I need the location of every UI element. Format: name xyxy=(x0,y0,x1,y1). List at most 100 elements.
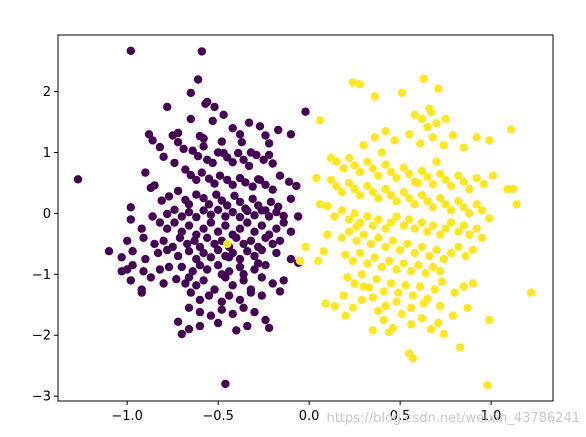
data-point xyxy=(73,175,83,184)
data-point xyxy=(186,114,195,124)
data-point xyxy=(410,200,419,209)
data-point xyxy=(117,253,126,262)
data-point xyxy=(350,184,359,194)
data-point xyxy=(184,273,194,282)
data-point xyxy=(345,227,354,236)
data-point xyxy=(439,141,448,150)
data-point xyxy=(177,212,186,221)
data-point xyxy=(441,224,450,233)
data-point xyxy=(446,181,456,191)
data-point xyxy=(175,233,185,242)
data-point xyxy=(155,218,165,227)
data-point xyxy=(243,218,252,227)
data-point xyxy=(408,354,418,363)
data-point xyxy=(374,194,383,203)
data-point xyxy=(179,144,188,154)
data-point xyxy=(399,187,408,197)
x-tick-label: −0.5 xyxy=(202,409,234,424)
data-point xyxy=(359,141,368,150)
data-point xyxy=(405,215,414,224)
data-point xyxy=(337,187,347,197)
data-point xyxy=(248,182,257,191)
data-point xyxy=(381,160,390,169)
data-point xyxy=(370,253,379,262)
x-tick-label: 0.0 xyxy=(299,409,320,424)
data-point xyxy=(321,299,330,308)
data-point xyxy=(301,107,310,116)
data-point xyxy=(155,265,165,274)
data-point xyxy=(392,297,401,306)
data-point xyxy=(213,227,223,236)
data-point xyxy=(454,197,463,206)
data-point xyxy=(148,136,157,145)
data-point xyxy=(264,150,274,160)
data-point xyxy=(436,301,445,311)
data-point xyxy=(177,329,186,339)
data-point xyxy=(434,84,443,93)
data-point xyxy=(363,259,372,268)
data-point xyxy=(341,250,350,259)
series-0 xyxy=(73,46,310,389)
data-point xyxy=(386,279,396,288)
data-point xyxy=(348,256,357,266)
data-point xyxy=(186,170,195,180)
data-point xyxy=(217,270,226,279)
data-point xyxy=(323,230,332,239)
data-point xyxy=(243,321,252,331)
data-point xyxy=(403,239,412,249)
data-point xyxy=(405,130,414,139)
data-point xyxy=(210,179,219,188)
data-point xyxy=(381,301,390,311)
data-point xyxy=(252,150,261,160)
data-point xyxy=(232,326,241,335)
data-point xyxy=(199,206,208,215)
data-point xyxy=(275,287,285,296)
data-point xyxy=(279,218,288,227)
data-point xyxy=(235,197,245,207)
data-point xyxy=(355,167,365,177)
data-point xyxy=(286,227,296,236)
data-point xyxy=(352,222,361,231)
data-point xyxy=(441,200,450,209)
data-point xyxy=(128,261,137,270)
data-point xyxy=(261,233,270,242)
data-point xyxy=(430,285,439,294)
data-point xyxy=(359,282,368,291)
data-point xyxy=(264,139,274,148)
data-point xyxy=(465,184,474,194)
data-point xyxy=(379,287,388,296)
data-point xyxy=(250,211,259,220)
data-point xyxy=(337,233,347,242)
data-point xyxy=(446,248,456,258)
data-point xyxy=(228,124,237,133)
data-point xyxy=(264,212,274,221)
x-tick-label: 1.0 xyxy=(481,409,502,424)
data-point xyxy=(284,177,294,186)
data-point xyxy=(485,315,494,325)
data-point xyxy=(163,209,172,219)
data-point xyxy=(345,178,354,188)
watermark-text: https://blog.csdn.net/weixin_43786241 xyxy=(326,411,580,426)
data-point xyxy=(153,248,163,258)
data-point xyxy=(184,247,194,256)
data-point xyxy=(381,224,390,233)
data-point xyxy=(432,245,441,255)
data-point xyxy=(428,221,438,230)
data-point xyxy=(235,130,245,139)
data-point xyxy=(195,242,205,252)
data-point xyxy=(436,169,445,178)
data-point xyxy=(204,174,214,183)
data-point xyxy=(186,88,195,98)
data-point xyxy=(388,236,398,245)
data-point xyxy=(399,221,408,230)
data-point xyxy=(164,262,174,272)
data-point xyxy=(204,291,214,300)
data-point xyxy=(410,224,419,233)
data-point xyxy=(159,279,168,288)
y-tick-label: 2 xyxy=(43,85,51,100)
data-point xyxy=(213,245,223,255)
data-point xyxy=(423,172,432,182)
data-point xyxy=(212,190,221,199)
